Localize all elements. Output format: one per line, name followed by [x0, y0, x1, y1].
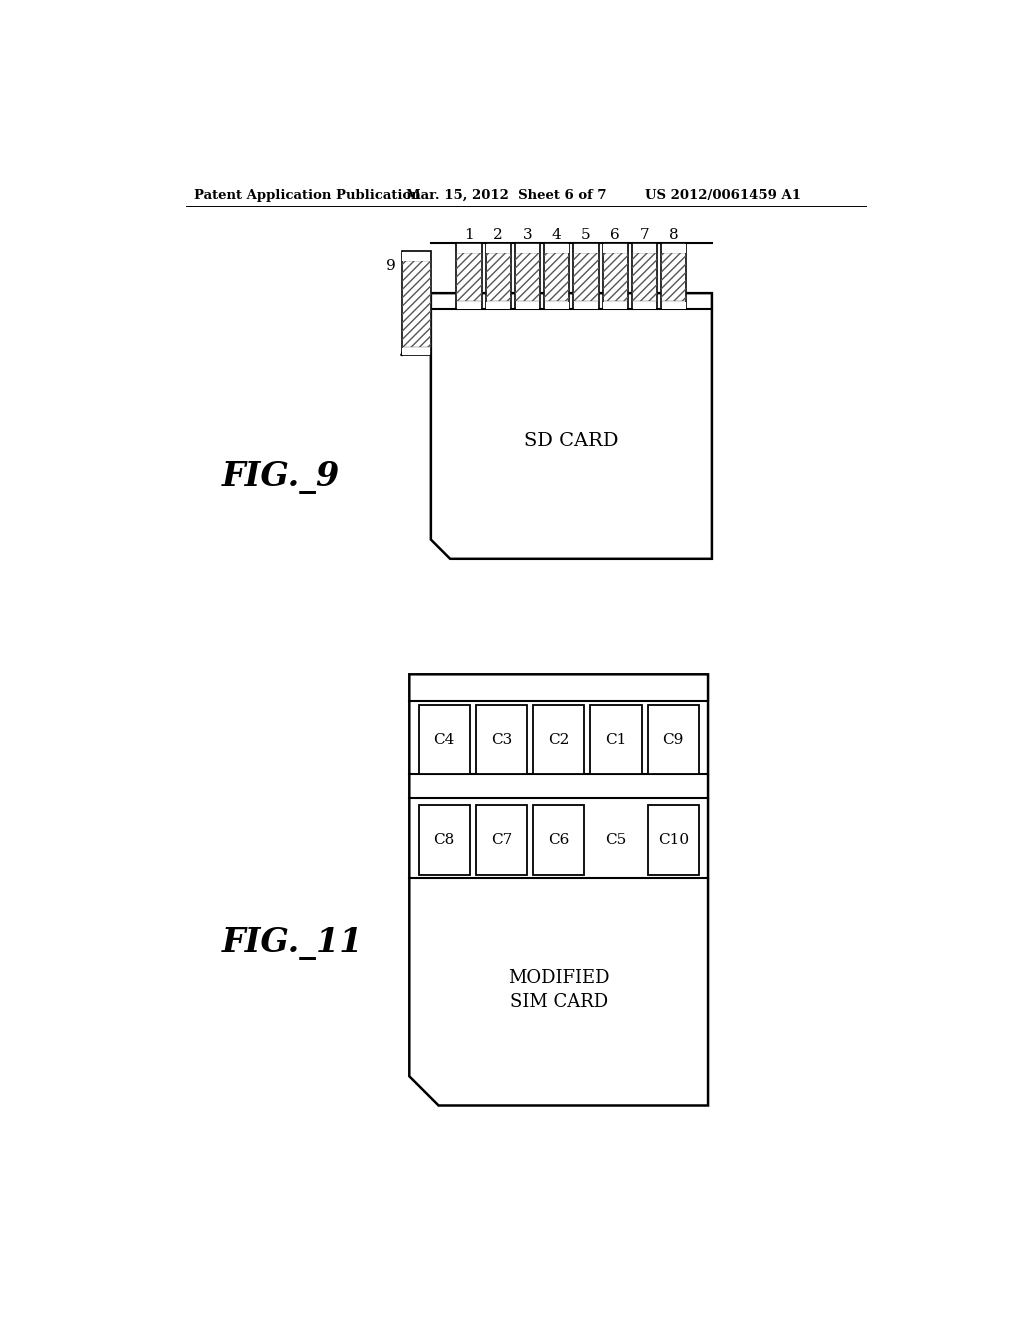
- Bar: [662, 243, 686, 309]
- Bar: [662, 253, 686, 301]
- Bar: [648, 705, 698, 775]
- Text: FIG._9: FIG._9: [221, 462, 340, 495]
- Bar: [402, 348, 430, 355]
- Bar: [457, 302, 481, 309]
- Text: FIG._11: FIG._11: [221, 928, 364, 961]
- Bar: [515, 243, 541, 309]
- Text: 4: 4: [552, 228, 561, 243]
- Bar: [574, 302, 598, 309]
- Text: C10: C10: [657, 833, 689, 847]
- Text: 1: 1: [464, 228, 474, 243]
- Text: 7: 7: [640, 228, 649, 243]
- Bar: [602, 253, 628, 301]
- Text: C8: C8: [433, 833, 455, 847]
- Text: C9: C9: [663, 733, 684, 747]
- Bar: [515, 244, 540, 253]
- Bar: [632, 243, 657, 309]
- Bar: [485, 243, 511, 309]
- Bar: [534, 705, 585, 775]
- Bar: [486, 302, 510, 309]
- Bar: [573, 253, 599, 301]
- Bar: [545, 302, 568, 309]
- Bar: [515, 302, 540, 309]
- Bar: [457, 243, 481, 309]
- Bar: [662, 244, 686, 253]
- Text: C3: C3: [490, 733, 512, 747]
- Text: 9: 9: [386, 259, 396, 272]
- Bar: [485, 253, 511, 301]
- Text: 5: 5: [582, 228, 591, 243]
- Bar: [602, 243, 628, 309]
- Bar: [545, 244, 568, 253]
- Text: C5: C5: [605, 833, 627, 847]
- Text: US 2012/0061459 A1: US 2012/0061459 A1: [645, 189, 801, 202]
- Bar: [591, 705, 641, 775]
- Text: C1: C1: [605, 733, 627, 747]
- Text: MODIFIED
SIM CARD: MODIFIED SIM CARD: [508, 969, 609, 1011]
- Bar: [419, 805, 470, 875]
- Bar: [457, 244, 481, 253]
- Bar: [573, 243, 599, 309]
- Bar: [632, 253, 657, 301]
- Bar: [486, 244, 510, 253]
- Bar: [574, 244, 598, 253]
- Text: Patent Application Publication: Patent Application Publication: [194, 189, 421, 202]
- Text: 8: 8: [669, 228, 679, 243]
- Text: C4: C4: [433, 733, 455, 747]
- Bar: [419, 705, 470, 775]
- Bar: [401, 251, 431, 355]
- Bar: [648, 805, 698, 875]
- Bar: [603, 244, 628, 253]
- Text: 3: 3: [522, 228, 532, 243]
- Bar: [476, 705, 527, 775]
- Bar: [544, 253, 569, 301]
- Bar: [544, 243, 569, 309]
- Bar: [603, 302, 628, 309]
- Polygon shape: [431, 293, 712, 558]
- Bar: [662, 302, 686, 309]
- Text: C7: C7: [490, 833, 512, 847]
- Text: C6: C6: [548, 833, 569, 847]
- Bar: [534, 805, 585, 875]
- Text: 2: 2: [494, 228, 503, 243]
- Bar: [457, 253, 481, 301]
- Text: Mar. 15, 2012  Sheet 6 of 7: Mar. 15, 2012 Sheet 6 of 7: [407, 189, 606, 202]
- Polygon shape: [410, 675, 708, 1106]
- Bar: [401, 261, 431, 347]
- Bar: [633, 302, 656, 309]
- Text: 6: 6: [610, 228, 621, 243]
- Bar: [402, 252, 430, 261]
- Bar: [476, 805, 527, 875]
- Bar: [515, 253, 541, 301]
- Text: SD CARD: SD CARD: [524, 433, 618, 450]
- Text: C2: C2: [548, 733, 569, 747]
- Bar: [633, 244, 656, 253]
